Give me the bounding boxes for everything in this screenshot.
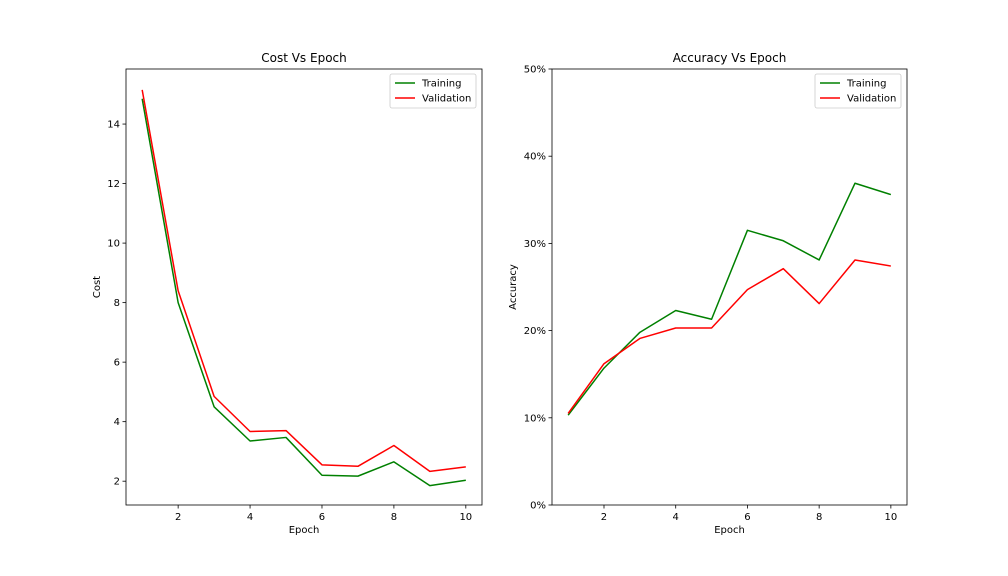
y-tick-label: 14 — [107, 120, 120, 131]
y-tick-label: 8 — [114, 298, 120, 309]
y-tick-label: 10 — [107, 239, 120, 250]
x-axis-label: Epoch — [289, 525, 320, 536]
x-tick-label: 2 — [601, 512, 607, 523]
x-tick-label: 8 — [816, 512, 822, 523]
chart-title: Accuracy Vs Epoch — [673, 51, 787, 65]
x-tick-label: 6 — [744, 512, 750, 523]
legend-label-validation: Validation — [847, 94, 896, 105]
y-axis-label: Cost — [92, 276, 103, 298]
legend-label-validation: Validation — [422, 94, 471, 105]
x-tick-label: 8 — [391, 512, 397, 523]
x-tick-label: 4 — [673, 512, 679, 523]
chart-2: Accuracy Vs Epoch 2 4 6 8 10 0% 10% 20% 30% 40% 50%… — [508, 51, 908, 536]
y-tick-label: 10% — [524, 413, 546, 424]
x-tick-label: 10 — [459, 512, 472, 523]
y-axis-label: Accuracy — [508, 264, 519, 310]
legend: Training Validation — [389, 73, 477, 109]
y-tick-label: 40% — [524, 152, 546, 163]
x-axis-label: Epoch — [714, 525, 745, 536]
y-tick-label: 50% — [524, 65, 546, 76]
x-tick-label: 2 — [175, 512, 181, 523]
plot-frame — [551, 68, 908, 506]
chart-title: Cost Vs Epoch — [261, 51, 347, 65]
legend: Training Validation — [814, 73, 902, 109]
x-tick-label: 4 — [247, 512, 253, 523]
legend-label-training: Training — [421, 79, 461, 90]
y-tick-label: 12 — [107, 179, 120, 190]
series-line-training — [141, 98, 466, 487]
y-tick-label: 30% — [524, 239, 546, 250]
x-tick-label: 10 — [884, 512, 897, 523]
series-line-validation — [141, 89, 466, 473]
chart-1: Cost Vs Epoch 2 4 6 8 10 2 4 6 8 10 12 14 Epoch Cost Tr… — [92, 51, 483, 536]
y-tick-label: 20% — [524, 326, 546, 337]
series-line-validation — [567, 259, 891, 414]
y-tick-label: 6 — [114, 358, 120, 369]
legend-label-training: Training — [846, 79, 886, 90]
y-tick-label: 0% — [530, 501, 546, 512]
y-tick-label: 4 — [114, 417, 120, 428]
series-line-training — [567, 182, 892, 416]
x-tick-label: 6 — [319, 512, 325, 523]
plot-frame — [125, 68, 483, 506]
y-tick-label: 2 — [114, 477, 120, 488]
